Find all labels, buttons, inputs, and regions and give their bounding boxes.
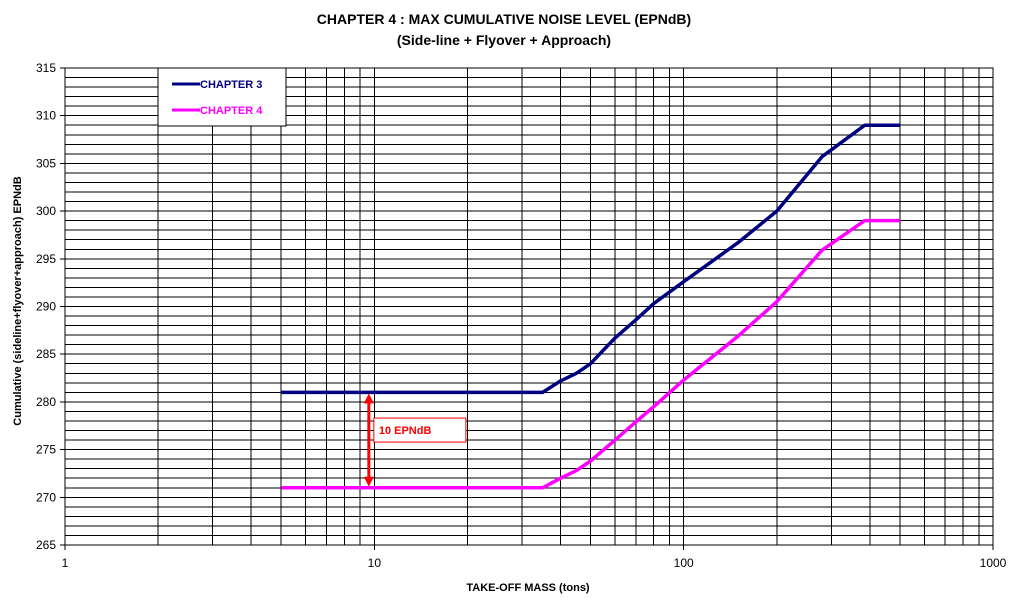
y-tick-label: 305 [36, 156, 56, 170]
x-tick-label: 10 [368, 556, 382, 570]
series-line-chapter-4 [281, 218, 900, 490]
annotation-label: 10 EPNdB [379, 425, 432, 437]
y-tick-label: 270 [36, 490, 56, 504]
x-axis-label: TAKE-OFF MASS (tons) [466, 582, 590, 594]
y-tick-label: 295 [36, 252, 56, 266]
y-tick-label: 285 [36, 347, 56, 361]
legend: CHAPTER 3 CHAPTER 4 [157, 67, 287, 127]
y-tick-label: 290 [36, 300, 56, 314]
y-tick-label: 315 [36, 61, 56, 75]
legend-label: CHAPTER 4 [200, 105, 263, 117]
chart-title: CHAPTER 4 : MAX CUMULATIVE NOISE LEVEL (… [317, 11, 691, 27]
x-tick-label: 100 [674, 556, 694, 570]
legend-label: CHAPTER 3 [200, 79, 262, 91]
axis-ticks: 265 270 275 280 285 290 295 300 305 310 315 1 10 100 1… [36, 61, 1007, 570]
x-tick-label: 1 [62, 556, 69, 570]
grid [65, 67, 993, 546]
series-lines [281, 123, 900, 490]
y-tick-label: 310 [36, 109, 56, 123]
y-tick-label: 265 [36, 538, 56, 552]
y-axis-label: Cumulative (sideline+flyover+approach) E… [12, 176, 24, 425]
y-tick-label: 280 [36, 395, 56, 409]
y-tick-label: 300 [36, 204, 56, 218]
annotation: 10 EPNdB [363, 393, 467, 487]
y-tick-label: 275 [36, 443, 56, 457]
legend-box [157, 67, 287, 127]
annotation-arrowhead-top [363, 393, 374, 404]
x-tick-label: 1000 [980, 556, 1007, 570]
annotation-box [373, 417, 467, 443]
annotation-arrowhead-bottom [363, 476, 374, 487]
chart-subtitle: (Side-line + Flyover + Approach) [397, 32, 611, 48]
series-line-chapter-3 [281, 123, 900, 395]
